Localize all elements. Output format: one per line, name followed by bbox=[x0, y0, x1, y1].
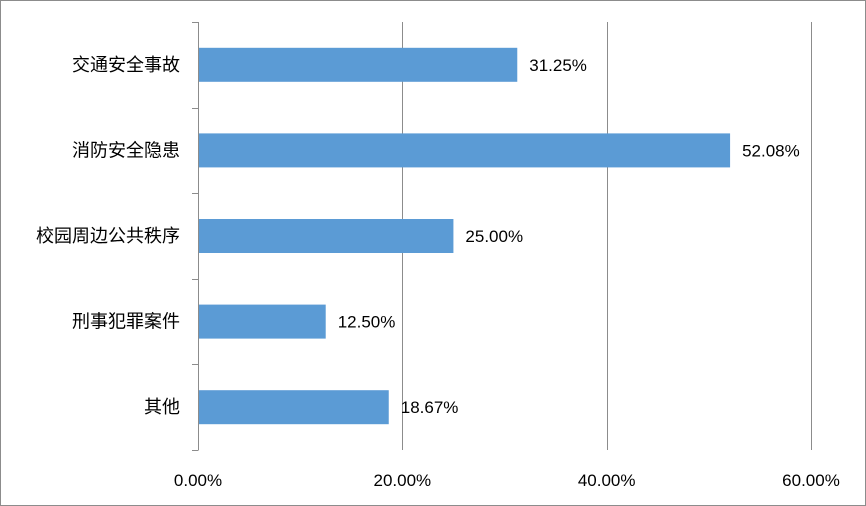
bar bbox=[199, 219, 454, 253]
bar bbox=[199, 133, 731, 168]
bar bbox=[199, 304, 326, 339]
category-label: 消防安全隐患 bbox=[72, 140, 180, 161]
bar bbox=[199, 390, 389, 425]
bar bbox=[199, 47, 518, 82]
data-label: 25.00% bbox=[465, 227, 523, 246]
x-tick-label: 0.00% bbox=[174, 471, 222, 490]
category-label: 其他 bbox=[144, 397, 180, 418]
data-label: 52.08% bbox=[742, 141, 800, 160]
x-tick-label: 60.00% bbox=[782, 471, 840, 490]
category-label: 交通安全事故 bbox=[72, 55, 180, 76]
category-label: 校园周边公共秩序 bbox=[36, 226, 180, 247]
x-tick-label: 40.00% bbox=[578, 471, 636, 490]
x-tick-label: 20.00% bbox=[373, 471, 431, 490]
category-label: 刑事犯罪案件 bbox=[72, 312, 180, 333]
data-label: 12.50% bbox=[338, 313, 396, 332]
data-label: 31.25% bbox=[529, 56, 587, 75]
data-label: 18.67% bbox=[401, 398, 459, 417]
